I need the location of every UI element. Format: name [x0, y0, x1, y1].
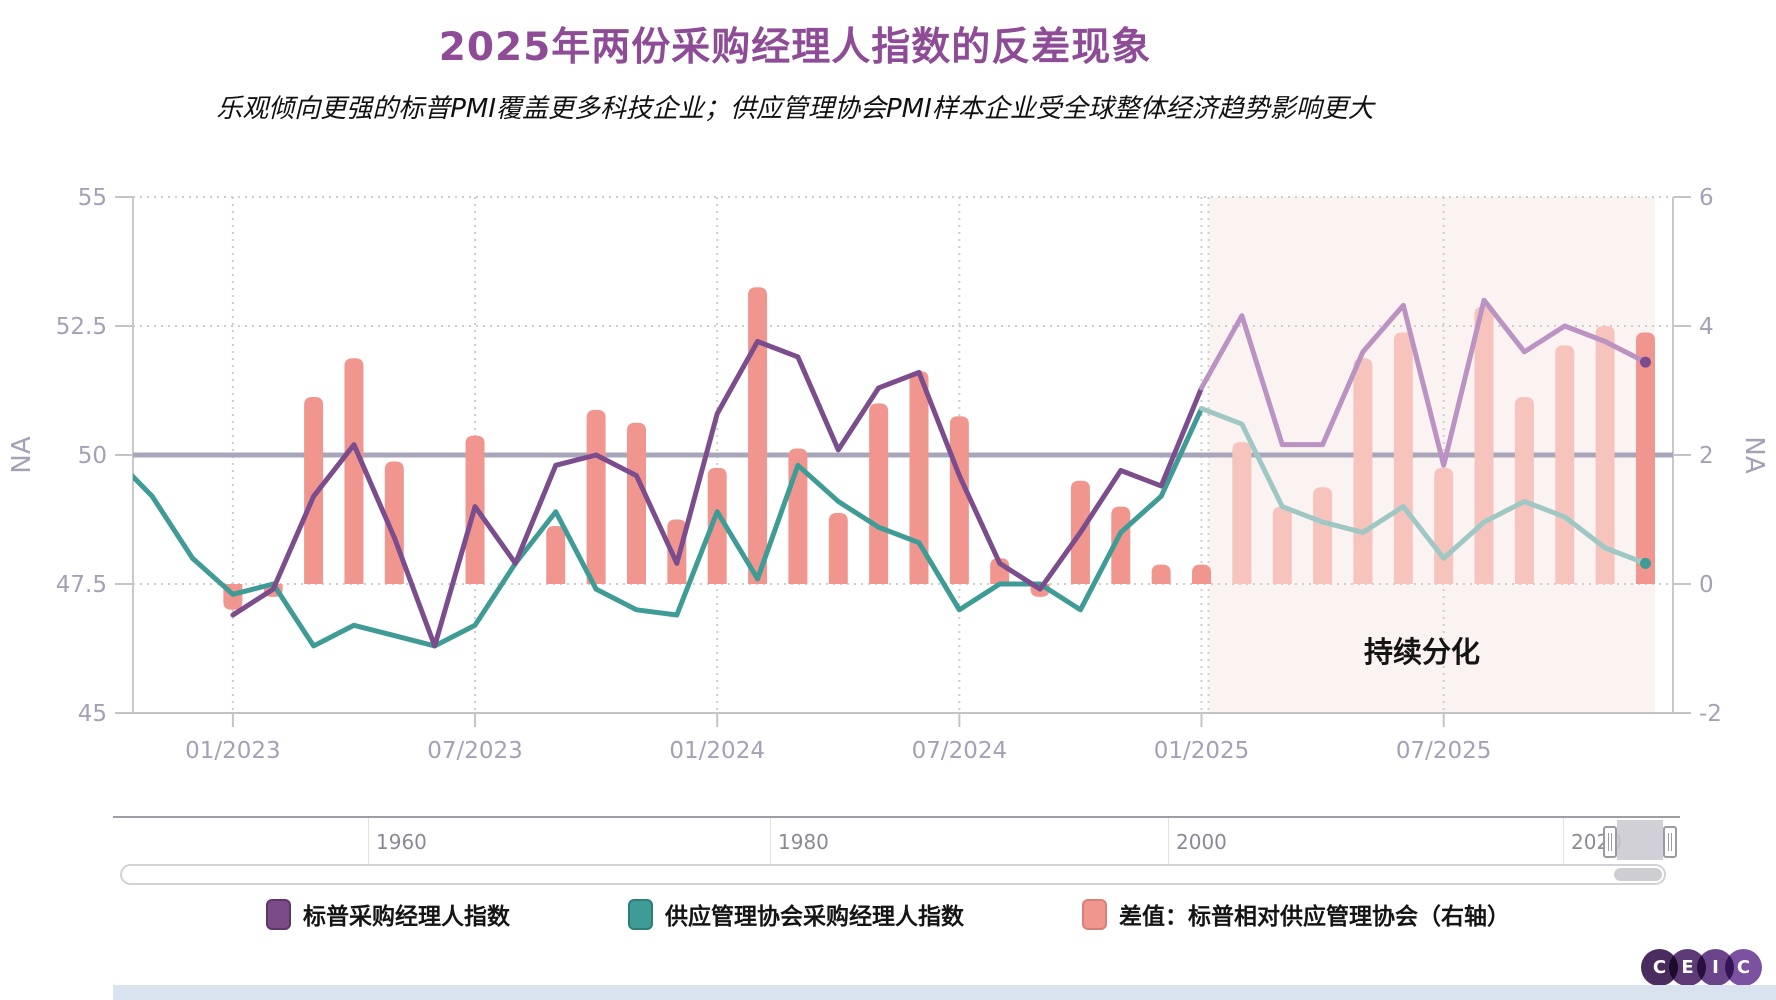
ceic-logo-circle: C	[1725, 949, 1762, 986]
navigator-year: 1980	[778, 830, 829, 854]
diff-bar	[1272, 506, 1292, 584]
diff-bar	[667, 519, 687, 584]
y-axis-tick-label: 47.5	[56, 572, 107, 598]
legend-item-sp-pmi[interactable]: 标普采购经理人指数	[266, 897, 510, 931]
page-title: 2025年两份采购经理人指数的反差现象	[438, 25, 1152, 70]
legend-item-ism-pmi[interactable]: 供应管理协会采购经理人指数	[628, 897, 964, 931]
right-axis-title: NA	[1739, 436, 1769, 473]
y2-axis-tick-label: 4	[1699, 314, 1714, 340]
diff-bar	[304, 396, 324, 584]
diff-bar	[626, 422, 646, 584]
diff-bar	[344, 358, 364, 584]
x-axis-tick-label: 01/2025	[1154, 738, 1250, 764]
diff-bar	[1595, 326, 1615, 584]
legend-label: 供应管理协会采购经理人指数	[665, 904, 964, 930]
diff-bar	[1514, 396, 1534, 584]
ceic-logo-circle: E	[1669, 949, 1706, 986]
scrollbar-thumb[interactable]	[1614, 868, 1662, 881]
x-axis-tick-label: 07/2024	[912, 738, 1008, 764]
diff-bar	[748, 287, 768, 584]
diff-bar	[1474, 306, 1494, 584]
legend-item-diff[interactable]: 差值：标普相对供应管理协会（右轴）	[1082, 897, 1510, 931]
timeline-navigator[interactable]: 1960 1980 2000 2020	[113, 816, 1680, 864]
diff-bar	[1555, 345, 1575, 584]
ceic-logo: C E I C	[1641, 949, 1762, 986]
navigator-scrollbar[interactable]	[120, 864, 1666, 885]
diff-bar	[1232, 442, 1252, 584]
diff-bar	[869, 403, 889, 584]
sp-pmi-swatch-icon	[266, 898, 291, 930]
navigator-gridline	[1563, 818, 1564, 864]
ism-pmi-line	[133, 406, 1205, 649]
diff-bar	[1192, 564, 1212, 584]
navigator-left-handle[interactable]	[1603, 826, 1617, 858]
ism-pmi-forecast-line	[1199, 406, 1648, 566]
y-axis-tick-label: 52.5	[56, 314, 107, 340]
diff-bar	[546, 525, 566, 584]
x-axis-tick-label: 01/2023	[185, 738, 281, 764]
diff-swatch-icon	[1082, 898, 1107, 930]
legend-label: 标普采购经理人指数	[303, 904, 510, 930]
y2-axis-tick-label: -2	[1699, 701, 1722, 727]
y-axis-tick-label: 45	[78, 701, 107, 727]
y2-axis-tick-label: 0	[1699, 572, 1714, 598]
navigator-gridline	[770, 818, 771, 864]
sp-pmi-endpoint	[1639, 356, 1651, 368]
diff-bar	[707, 467, 727, 584]
diff-bar	[1313, 487, 1333, 584]
x-axis-tick-label: 01/2024	[669, 738, 765, 764]
x-axis-tick-label: 07/2025	[1396, 738, 1492, 764]
diff-bar	[949, 416, 969, 584]
diff-bar	[1434, 467, 1454, 584]
navigator-year: 2000	[1176, 830, 1227, 854]
navigator-right-handle[interactable]	[1663, 826, 1677, 858]
y2-axis-tick-label: 2	[1699, 443, 1714, 469]
navigator-year: 1960	[376, 830, 427, 854]
navigator-gridline	[1168, 818, 1169, 864]
diff-bar	[1353, 358, 1373, 584]
page-subtitle: 乐观倾向更强的标普PMI覆盖更多科技企业；供应管理协会PMI样本企业受全球整体经…	[216, 94, 1374, 124]
diff-bar	[1151, 564, 1171, 584]
diff-bar	[1635, 332, 1655, 584]
diff-bar	[828, 513, 848, 584]
forecast-annotation: 持续分化	[1364, 635, 1480, 669]
sp-pmi-line	[230, 338, 1205, 649]
legend-label: 差值：标普相对供应管理协会（右轴）	[1119, 904, 1510, 930]
ism-pmi-swatch-icon	[628, 898, 653, 930]
diff-bar	[586, 409, 606, 584]
sp-pmi-forecast-line	[1199, 297, 1648, 468]
y-axis-tick-label: 55	[78, 185, 107, 211]
y2-axis-tick-label: 6	[1699, 185, 1714, 211]
diff-bar	[1393, 332, 1413, 584]
chart-legend: 标普采购经理人指数 供应管理协会采购经理人指数 差值：标普相对供应管理协会（右轴…	[0, 897, 1776, 931]
y-axis-tick-label: 50	[78, 443, 107, 469]
footer-strip	[113, 985, 1776, 1000]
left-axis-title: NA	[7, 436, 37, 473]
navigator-gridline	[368, 818, 369, 864]
x-axis-tick-label: 07/2023	[427, 738, 523, 764]
diff-bar	[909, 371, 929, 584]
navigator-selected-range[interactable]	[1617, 820, 1663, 860]
ism-pmi-endpoint	[1639, 557, 1651, 569]
